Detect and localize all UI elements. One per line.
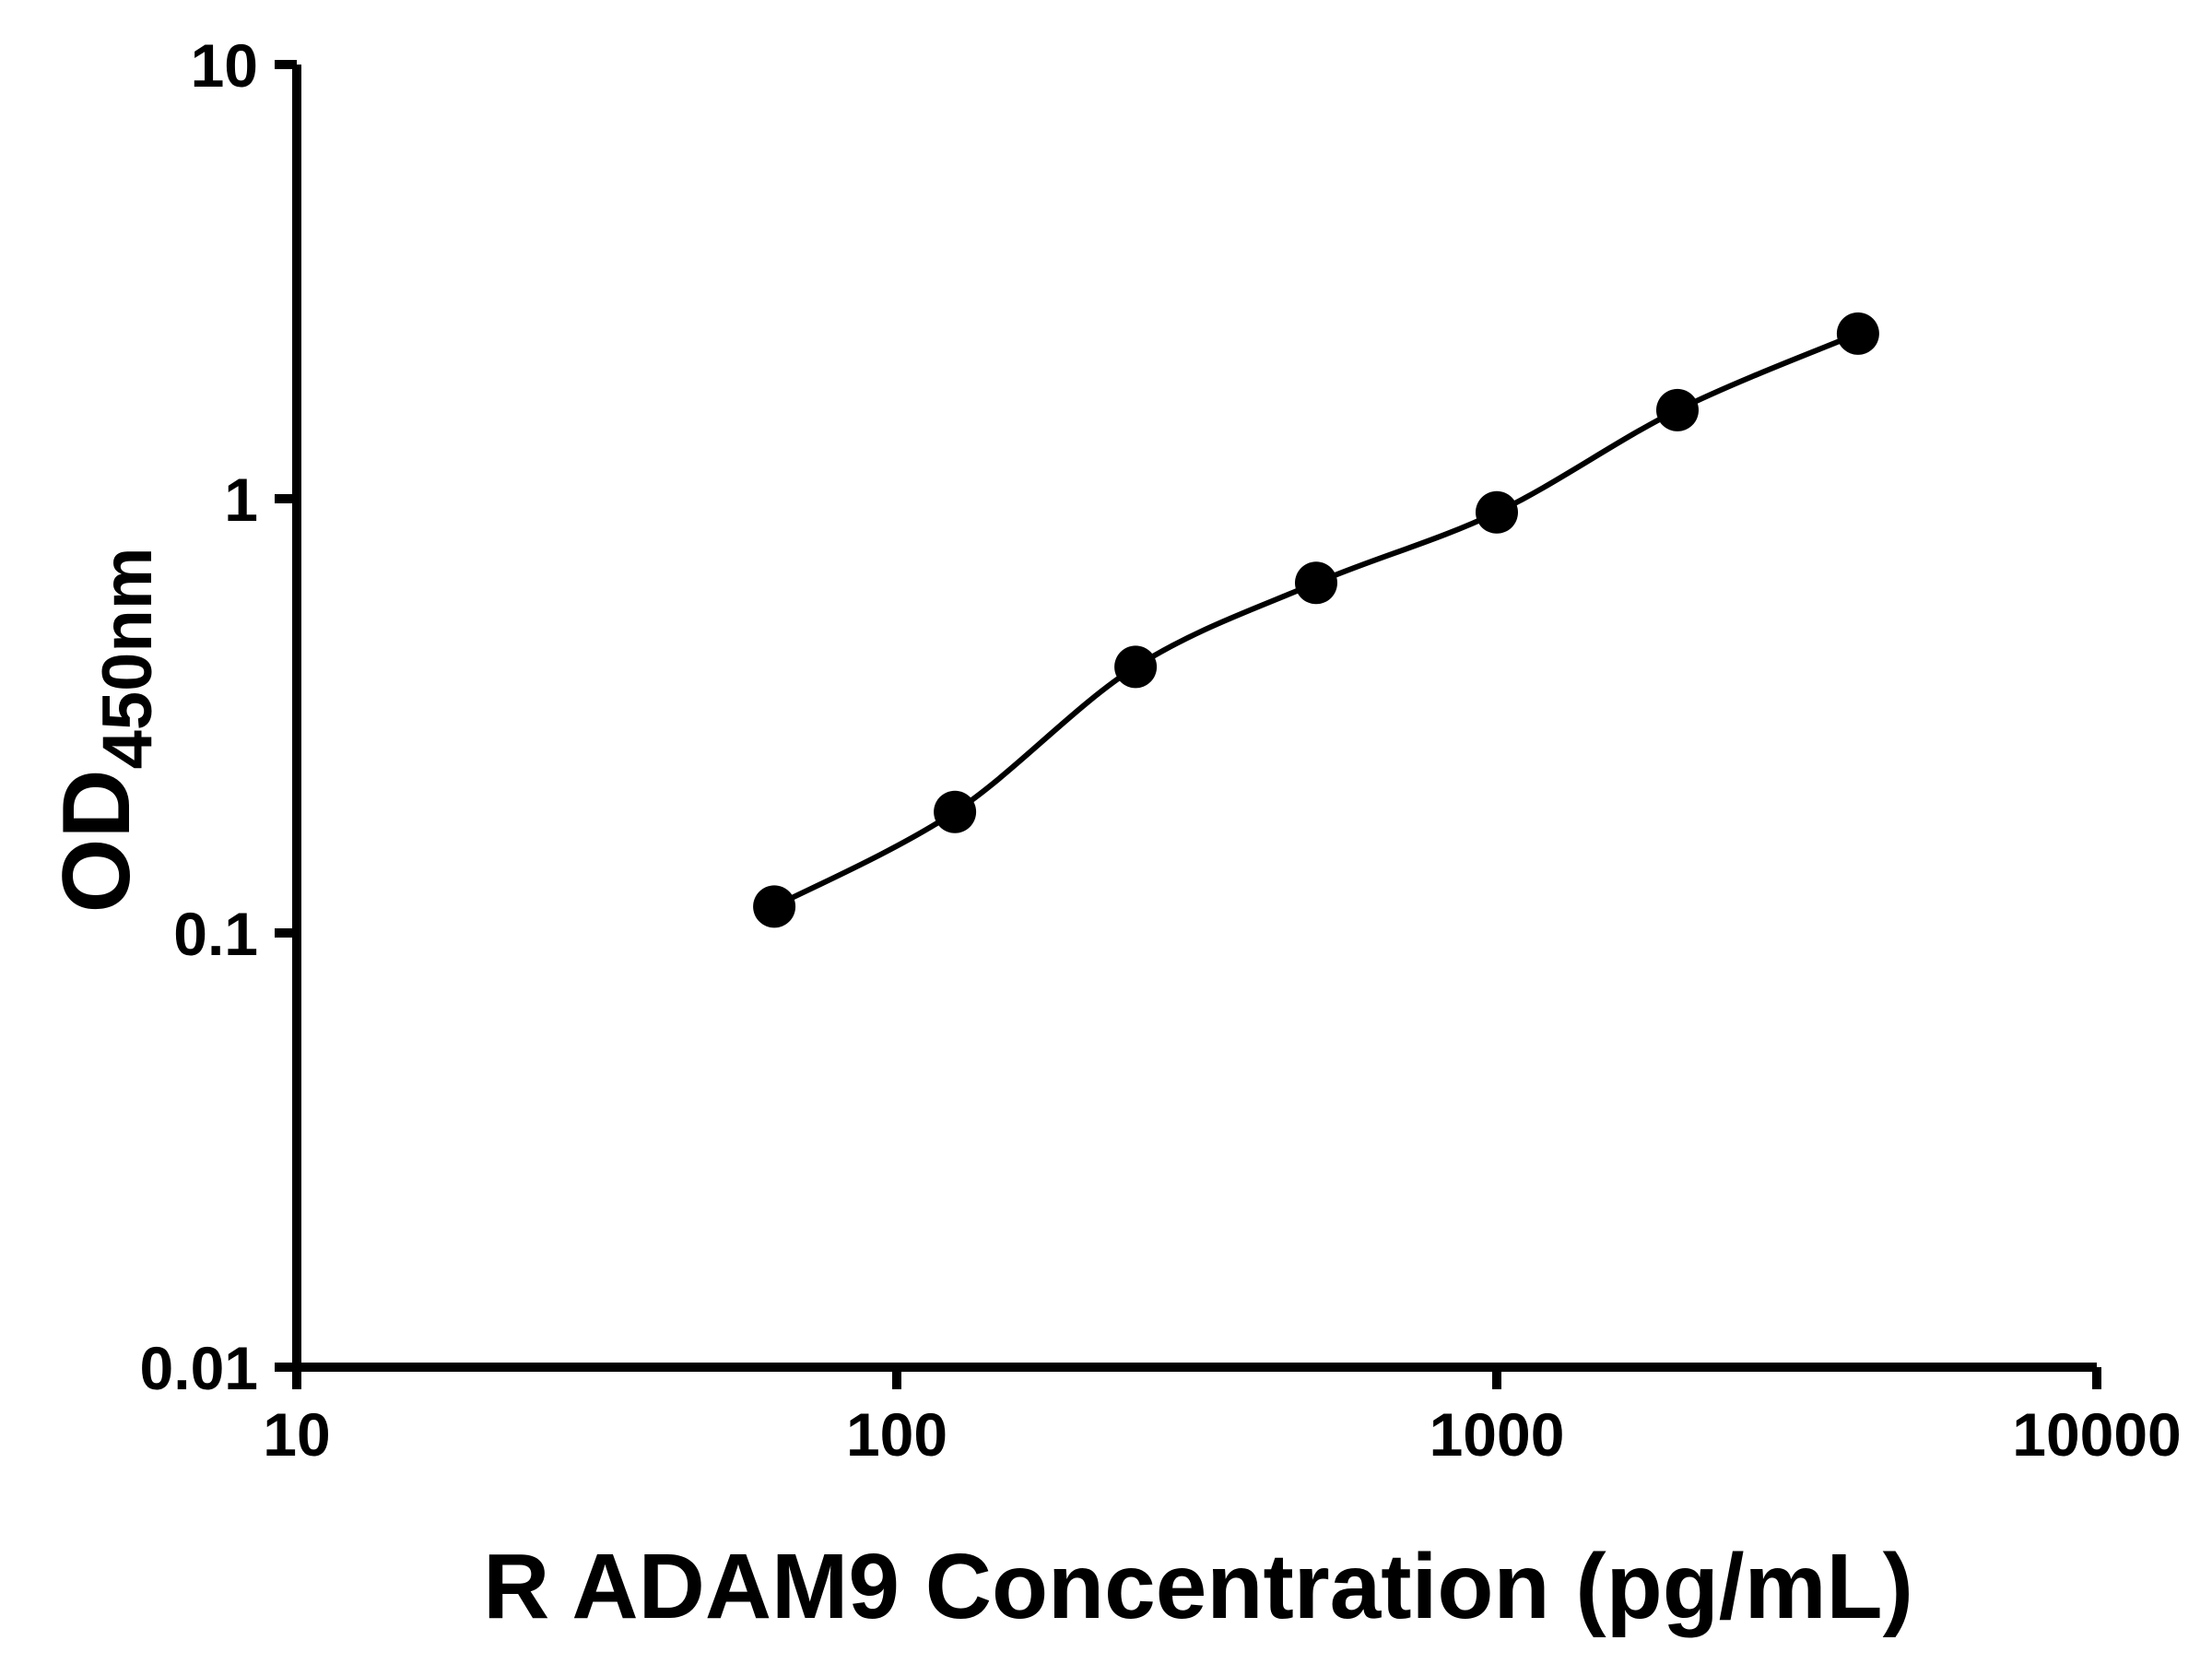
y-tick-label: 10	[191, 31, 258, 100]
x-tick-label: 10	[263, 1400, 330, 1469]
axis-line	[292, 65, 2097, 1372]
y-axis-title: OD450nm	[43, 548, 167, 914]
y-tick-label: 1	[224, 466, 258, 534]
x-axis-title: R ADAM9 Concentration (pg/mL)	[483, 1535, 1913, 1638]
data-point-marker	[934, 790, 977, 833]
axis-tick-labels: 10 100 1000 10000 0.01 0.1 1 10	[140, 31, 2182, 1469]
axis-ticks	[275, 60, 2101, 1389]
data-point-marker	[1295, 561, 1337, 605]
x-tick-label: 1000	[1430, 1400, 1565, 1469]
data-points	[753, 312, 1879, 928]
data-point-marker	[1114, 645, 1158, 689]
data-point-marker	[1836, 312, 1879, 355]
data-point-marker	[753, 885, 796, 928]
data-point-marker	[1476, 490, 1518, 534]
x-tick-label: 100	[846, 1400, 947, 1469]
data-point-marker	[1656, 388, 1699, 431]
y-tick-label: 0.01	[140, 1334, 258, 1402]
y-axis-title-main: OD	[43, 769, 150, 913]
y-axis-title-sub: 450nm	[88, 548, 167, 770]
y-tick-label: 0.1	[173, 900, 258, 968]
x-tick-label: 10000	[2012, 1400, 2182, 1469]
axes	[292, 65, 2097, 1372]
